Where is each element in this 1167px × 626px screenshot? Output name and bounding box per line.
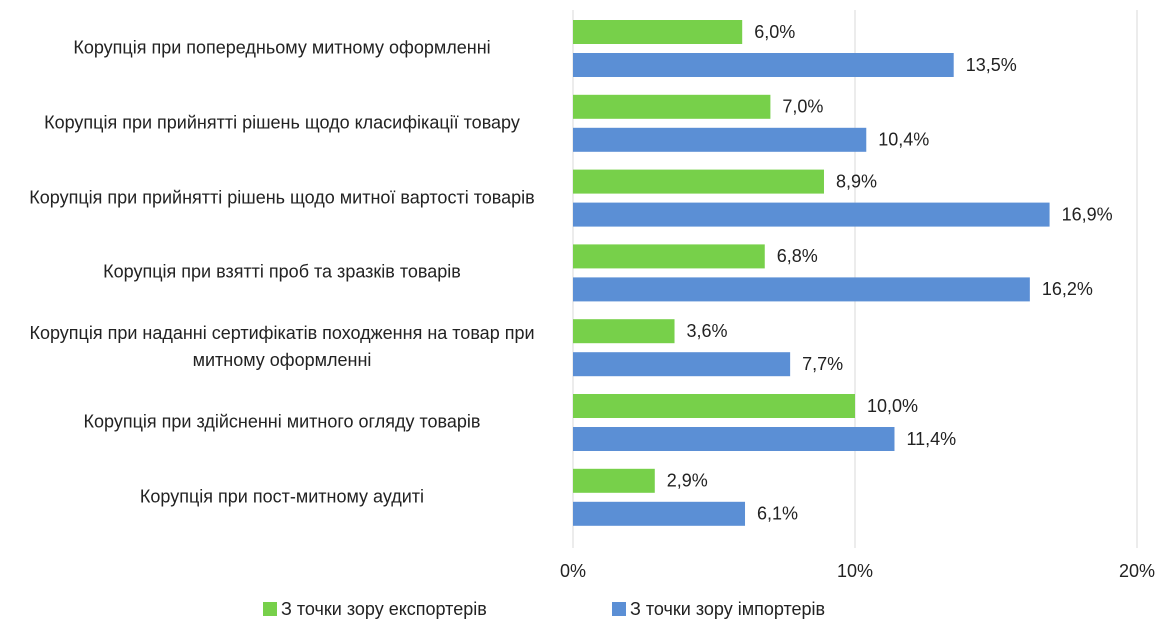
legend-label: З точки зору імпортерів	[630, 599, 825, 619]
bar	[573, 169, 824, 194]
bar	[573, 501, 746, 526]
bar	[573, 394, 855, 418]
bar	[573, 427, 895, 451]
bar	[573, 277, 1030, 302]
legend-swatch	[612, 602, 626, 616]
category-label: Корупція при наданні сертифікатів походж…	[29, 323, 535, 371]
value-label: 3,6%	[687, 321, 728, 341]
x-tick-label: 20%	[1119, 561, 1155, 581]
value-label: 7,0%	[782, 97, 823, 117]
value-label: 2,9%	[667, 471, 708, 491]
bar	[573, 94, 771, 119]
legend-swatch	[263, 602, 277, 616]
value-label: 16,2%	[1042, 279, 1093, 299]
category-label: Корупція при прийнятті рішень щодо класи…	[44, 112, 520, 133]
bar	[573, 352, 791, 377]
category-label: Корупція при здійсненні митного огляду т…	[83, 411, 481, 432]
value-label: 13,5%	[966, 55, 1017, 75]
value-label: 6,8%	[777, 246, 818, 266]
bar	[573, 468, 655, 493]
value-label: 7,7%	[802, 354, 843, 374]
x-tick-label: 10%	[837, 561, 873, 581]
x-tick-label: 0%	[560, 561, 586, 581]
legend-label: З точки зору експортерів	[281, 599, 487, 619]
bar	[573, 319, 675, 344]
value-label: 6,0%	[754, 22, 795, 42]
category-label: Корупція при пост-митному аудиті	[139, 486, 425, 507]
bar	[573, 20, 743, 44]
category-label: Корупція при взятті проб та зразків това…	[103, 261, 461, 282]
value-label: 11,4%	[906, 429, 956, 449]
value-label: 8,9%	[836, 171, 877, 191]
bar	[573, 244, 765, 269]
value-label: 6,1%	[757, 504, 798, 524]
value-label: 16,9%	[1062, 204, 1113, 224]
value-label: 10,4%	[878, 130, 929, 150]
category-label: Корупція при прийнятті рішень щодо митно…	[29, 187, 535, 208]
value-label: 10,0%	[867, 396, 918, 416]
category-label: Корупція при попередньому митному оформл…	[73, 37, 491, 58]
bar	[573, 53, 954, 77]
bar	[573, 202, 1050, 227]
bar	[573, 127, 867, 152]
